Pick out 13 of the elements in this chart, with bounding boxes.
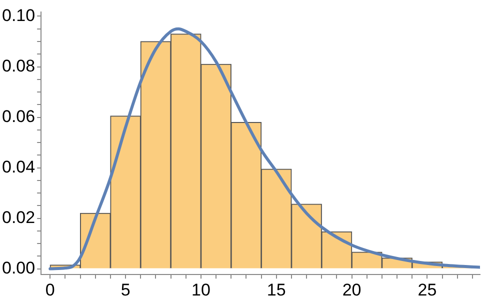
y-tick-label: 0.02 <box>2 208 36 227</box>
y-tick-label: 0.06 <box>2 106 36 126</box>
x-tick-label: 10 <box>192 280 210 300</box>
y-tick-label: 0.10 <box>2 6 36 25</box>
y-tick-label: 0.00 <box>2 258 36 278</box>
line-series <box>48 27 480 270</box>
x-tick-label: 0 <box>45 280 55 300</box>
y-tick-label: 0.04 <box>2 157 36 176</box>
x-tick-label: 20 <box>342 280 362 300</box>
x-tick-label: 5 <box>120 280 130 300</box>
x-tick-label: 25 <box>418 280 437 300</box>
y-tick-label: 0.08 <box>2 56 36 76</box>
x-tick-label: 15 <box>266 280 286 300</box>
